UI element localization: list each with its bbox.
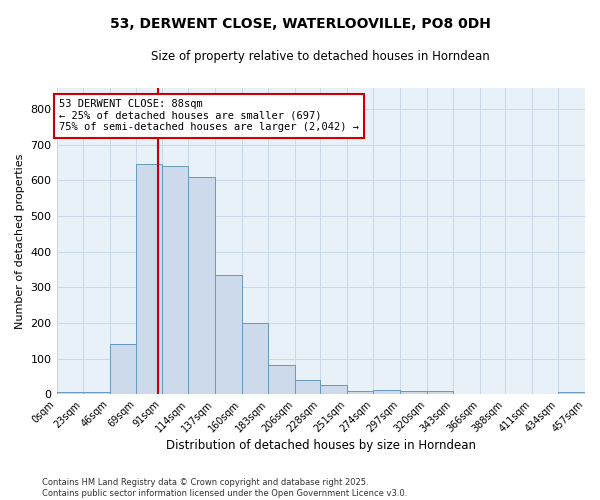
Bar <box>136 164 162 394</box>
X-axis label: Distribution of detached houses by size in Horndean: Distribution of detached houses by size … <box>166 440 476 452</box>
Bar <box>400 392 427 394</box>
Bar <box>188 177 215 394</box>
Bar <box>242 323 268 394</box>
Text: Contains HM Land Registry data © Crown copyright and database right 2025.
Contai: Contains HM Land Registry data © Crown c… <box>42 478 407 498</box>
Bar <box>320 386 347 394</box>
Bar <box>83 392 110 394</box>
Bar <box>268 365 295 394</box>
Text: 53 DERWENT CLOSE: 88sqm
← 25% of detached houses are smaller (697)
75% of semi-d: 53 DERWENT CLOSE: 88sqm ← 25% of detache… <box>59 99 359 132</box>
Bar <box>295 380 320 394</box>
Bar <box>347 392 373 394</box>
Bar <box>162 166 188 394</box>
Title: Size of property relative to detached houses in Horndean: Size of property relative to detached ho… <box>151 50 490 63</box>
Bar <box>373 390 400 394</box>
Bar <box>110 344 136 394</box>
Bar <box>215 275 242 394</box>
Bar <box>559 392 585 394</box>
Text: 53, DERWENT CLOSE, WATERLOOVILLE, PO8 0DH: 53, DERWENT CLOSE, WATERLOOVILLE, PO8 0D… <box>110 18 490 32</box>
Bar <box>56 392 83 394</box>
Y-axis label: Number of detached properties: Number of detached properties <box>15 154 25 328</box>
Bar <box>427 392 453 394</box>
